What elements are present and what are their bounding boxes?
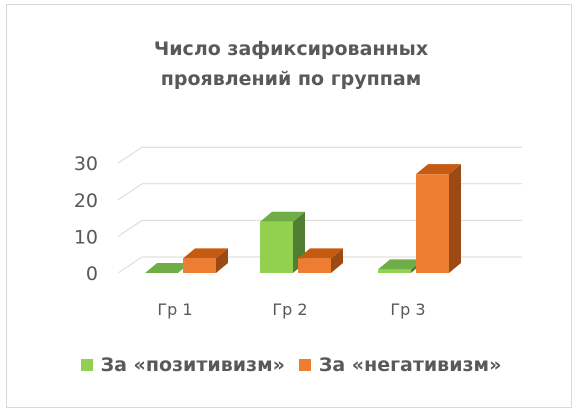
legend-item-negative: За «негативизм» (298, 354, 502, 376)
bar (378, 269, 411, 273)
bar-top (378, 259, 423, 270)
legend-label-negative: За «негативизм» (318, 354, 502, 376)
chart-title-line-1: Число зафиксированных (153, 38, 429, 60)
bar (183, 258, 216, 273)
chart-legend: За «позитивизм» За «негативизм» (0, 354, 582, 376)
bar-side (331, 248, 343, 273)
gridline-depth (117, 219, 143, 237)
bar-top (145, 263, 190, 273)
y-tick-label: 10 (74, 226, 98, 248)
chart-title-line-2: проявлений по группам (160, 68, 422, 90)
bar (298, 258, 331, 273)
gridline-depth (117, 256, 143, 274)
bar-side (216, 248, 228, 273)
legend-swatch-positive (80, 359, 93, 371)
bar-top (416, 164, 461, 175)
y-tick-label: 30 (74, 153, 98, 175)
legend-label-positive: За «позитивизм» (100, 354, 285, 376)
chart-title: Число зафиксированных проявлений по груп… (0, 34, 582, 94)
bar (260, 221, 293, 273)
y-tick-label: 20 (74, 190, 98, 212)
bar-top (183, 248, 228, 259)
gridline-depth (117, 146, 143, 164)
x-tick-label: Гр 3 (390, 300, 425, 319)
y-tick-label: 0 (86, 263, 98, 285)
bar (416, 174, 449, 273)
x-tick-label: Гр 2 (272, 300, 307, 319)
bar-top (260, 211, 305, 222)
bar-top (298, 248, 343, 259)
legend-item-positive: За «позитивизм» (80, 354, 285, 376)
chart-frame (6, 4, 572, 408)
gridline-depth (117, 183, 143, 201)
x-tick-label: Гр 1 (157, 300, 192, 319)
legend-swatch-negative (298, 359, 311, 371)
bar-side (449, 164, 461, 273)
